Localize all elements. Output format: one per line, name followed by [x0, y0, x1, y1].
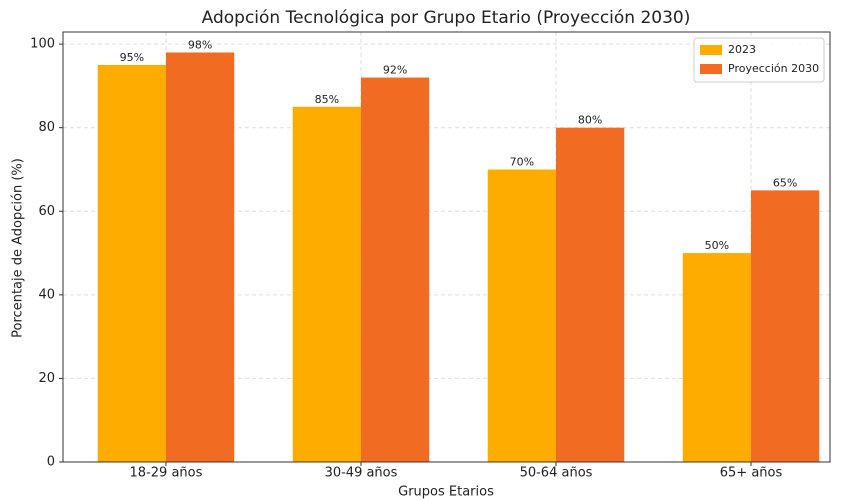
- y-tick-label: 20: [38, 371, 55, 386]
- y-axis-label: Porcentaje de Adopción (%): [11, 158, 26, 338]
- bar: [682, 253, 752, 462]
- x-tick-label: 50-64 años: [520, 466, 593, 481]
- legend-label: 2023: [728, 43, 756, 56]
- chart-title: Adopción Tecnológica por Grupo Etario (P…: [202, 8, 691, 28]
- y-tick-label: 0: [47, 455, 55, 470]
- legend: 2023 Proyección 2030: [693, 37, 825, 83]
- bar: [556, 127, 625, 462]
- bar: [292, 106, 361, 462]
- value-label: 50%: [705, 239, 729, 252]
- y-tick-label: 100: [30, 37, 55, 52]
- x-tick-label: 30-49 años: [325, 466, 398, 481]
- value-label: 85%: [315, 93, 339, 106]
- bar: [97, 65, 166, 462]
- x-tick-label: 18-29 años: [130, 466, 203, 481]
- legend-box: [693, 37, 825, 83]
- plot-frame: [62, 31, 831, 463]
- x-tick-label: 65+ años: [720, 466, 783, 481]
- bar: [487, 169, 557, 463]
- value-label: 70%: [510, 155, 534, 168]
- y-tick-label: 60: [38, 204, 55, 219]
- value-label: 65%: [773, 176, 797, 189]
- y-tick-label: 40: [38, 287, 55, 302]
- value-label: 92%: [383, 64, 407, 77]
- x-axis-label: Grupos Etarios: [398, 485, 494, 500]
- value-label: 98%: [188, 38, 212, 51]
- bar: [751, 190, 820, 462]
- bar: [360, 77, 430, 463]
- bar: [165, 52, 235, 462]
- legend-swatch: [700, 45, 722, 55]
- value-label: 80%: [578, 114, 602, 127]
- value-label: 95%: [120, 51, 144, 64]
- legend-label: Proyección 2030: [728, 62, 819, 75]
- y-tick-label: 80: [38, 120, 55, 135]
- legend-swatch: [700, 64, 722, 74]
